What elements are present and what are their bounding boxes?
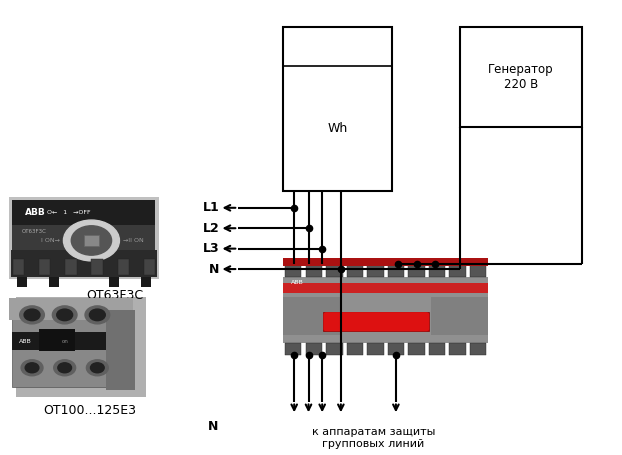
Text: L3: L3 bbox=[203, 242, 220, 255]
Bar bbox=[449, 343, 466, 355]
Bar bbox=[460, 27, 582, 127]
Bar bbox=[367, 343, 384, 355]
Circle shape bbox=[72, 226, 111, 255]
Bar bbox=[285, 264, 302, 277]
Bar bbox=[431, 297, 488, 335]
Circle shape bbox=[90, 309, 105, 321]
Text: ABB: ABB bbox=[25, 208, 45, 217]
Text: N: N bbox=[208, 420, 218, 433]
Text: ABB: ABB bbox=[290, 280, 303, 285]
Circle shape bbox=[25, 363, 39, 373]
Text: ABB: ABB bbox=[19, 339, 31, 344]
Bar bbox=[429, 264, 445, 277]
Bar bbox=[141, 277, 151, 287]
Bar bbox=[13, 258, 24, 274]
Text: I ON→: I ON→ bbox=[42, 238, 60, 243]
Bar bbox=[49, 277, 59, 287]
Bar bbox=[305, 343, 322, 355]
Bar bbox=[9, 197, 159, 279]
Bar bbox=[283, 27, 392, 191]
Circle shape bbox=[24, 309, 40, 321]
Bar bbox=[12, 302, 128, 387]
Circle shape bbox=[21, 360, 43, 376]
Bar bbox=[285, 343, 302, 355]
Circle shape bbox=[63, 220, 119, 261]
Bar bbox=[449, 264, 466, 277]
Bar bbox=[429, 343, 445, 355]
Bar bbox=[283, 277, 488, 343]
Circle shape bbox=[58, 363, 72, 373]
Bar bbox=[91, 258, 103, 274]
Bar bbox=[470, 343, 486, 355]
Circle shape bbox=[52, 306, 77, 324]
Bar bbox=[408, 343, 425, 355]
Bar bbox=[144, 258, 155, 274]
Bar bbox=[323, 312, 429, 331]
Circle shape bbox=[85, 306, 109, 324]
Circle shape bbox=[90, 363, 104, 373]
Bar bbox=[109, 277, 119, 287]
Circle shape bbox=[86, 360, 108, 376]
Bar bbox=[470, 264, 486, 277]
Bar bbox=[12, 332, 128, 350]
Bar bbox=[346, 343, 363, 355]
Text: ОТ100...125Е3: ОТ100...125Е3 bbox=[44, 404, 137, 417]
Bar bbox=[326, 343, 343, 355]
Bar bbox=[12, 216, 156, 252]
Bar bbox=[283, 258, 488, 266]
Text: N: N bbox=[209, 263, 220, 276]
Bar bbox=[283, 283, 488, 293]
Bar bbox=[9, 298, 133, 320]
Bar bbox=[118, 258, 129, 274]
Bar bbox=[388, 264, 404, 277]
Circle shape bbox=[53, 360, 76, 376]
Circle shape bbox=[57, 309, 73, 321]
Text: on: on bbox=[62, 339, 69, 344]
Bar bbox=[283, 297, 340, 335]
Text: ОТ63F3С: ОТ63F3С bbox=[86, 289, 144, 302]
Bar bbox=[106, 310, 135, 390]
Bar bbox=[83, 235, 100, 246]
Text: O←   1   →OFF: O← 1 →OFF bbox=[47, 210, 91, 215]
Circle shape bbox=[20, 306, 44, 324]
Text: Wh: Wh bbox=[327, 121, 348, 135]
Bar bbox=[388, 343, 404, 355]
Text: →II ON: →II ON bbox=[123, 238, 143, 243]
Bar bbox=[346, 264, 363, 277]
Text: Генератор
220 В: Генератор 220 В bbox=[488, 63, 554, 91]
Bar bbox=[16, 297, 146, 397]
Text: L2: L2 bbox=[203, 222, 220, 235]
Bar bbox=[17, 277, 27, 287]
Text: OT63F3C: OT63F3C bbox=[22, 229, 47, 234]
FancyBboxPatch shape bbox=[323, 312, 429, 331]
Bar bbox=[12, 200, 156, 225]
Bar bbox=[65, 258, 77, 274]
Bar bbox=[305, 264, 322, 277]
Bar bbox=[39, 329, 75, 351]
Text: к аппаратам защиты
групповых линий: к аппаратам защиты групповых линий bbox=[312, 427, 435, 449]
Bar bbox=[367, 264, 384, 277]
Text: L1: L1 bbox=[203, 201, 220, 214]
Bar bbox=[326, 264, 343, 277]
Bar bbox=[408, 264, 425, 277]
Bar bbox=[39, 258, 50, 274]
Bar bbox=[11, 250, 157, 277]
